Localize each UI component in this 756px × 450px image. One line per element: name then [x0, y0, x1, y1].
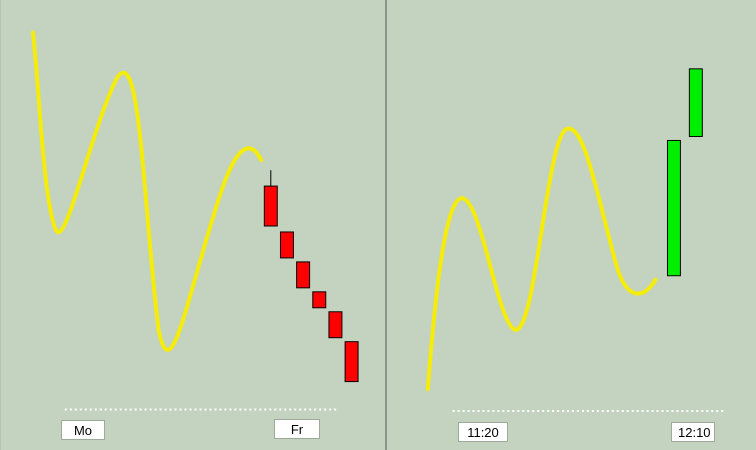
left-chart-panel: Mo Fr [0, 0, 359, 450]
right-chart-panel: 11:20 12:10 [385, 0, 756, 450]
candle [666, 139, 681, 277]
candles-group [263, 170, 359, 383]
candle [688, 68, 703, 137]
candle [263, 185, 278, 227]
trend-line [425, 126, 658, 392]
x-label-mo: Mo [61, 420, 105, 440]
candle [296, 261, 311, 289]
left-chart-svg [30, 30, 359, 411]
candle [312, 291, 327, 309]
candle [344, 341, 359, 383]
right-chart-svg [425, 68, 727, 412]
x-label-fr: Fr [274, 419, 320, 439]
candles-group [666, 68, 703, 277]
candle [328, 311, 343, 339]
candle [279, 231, 294, 259]
x-label-1210: 12:10 [671, 422, 715, 442]
trend-line [30, 30, 264, 352]
x-label-1120: 11:20 [458, 422, 508, 442]
